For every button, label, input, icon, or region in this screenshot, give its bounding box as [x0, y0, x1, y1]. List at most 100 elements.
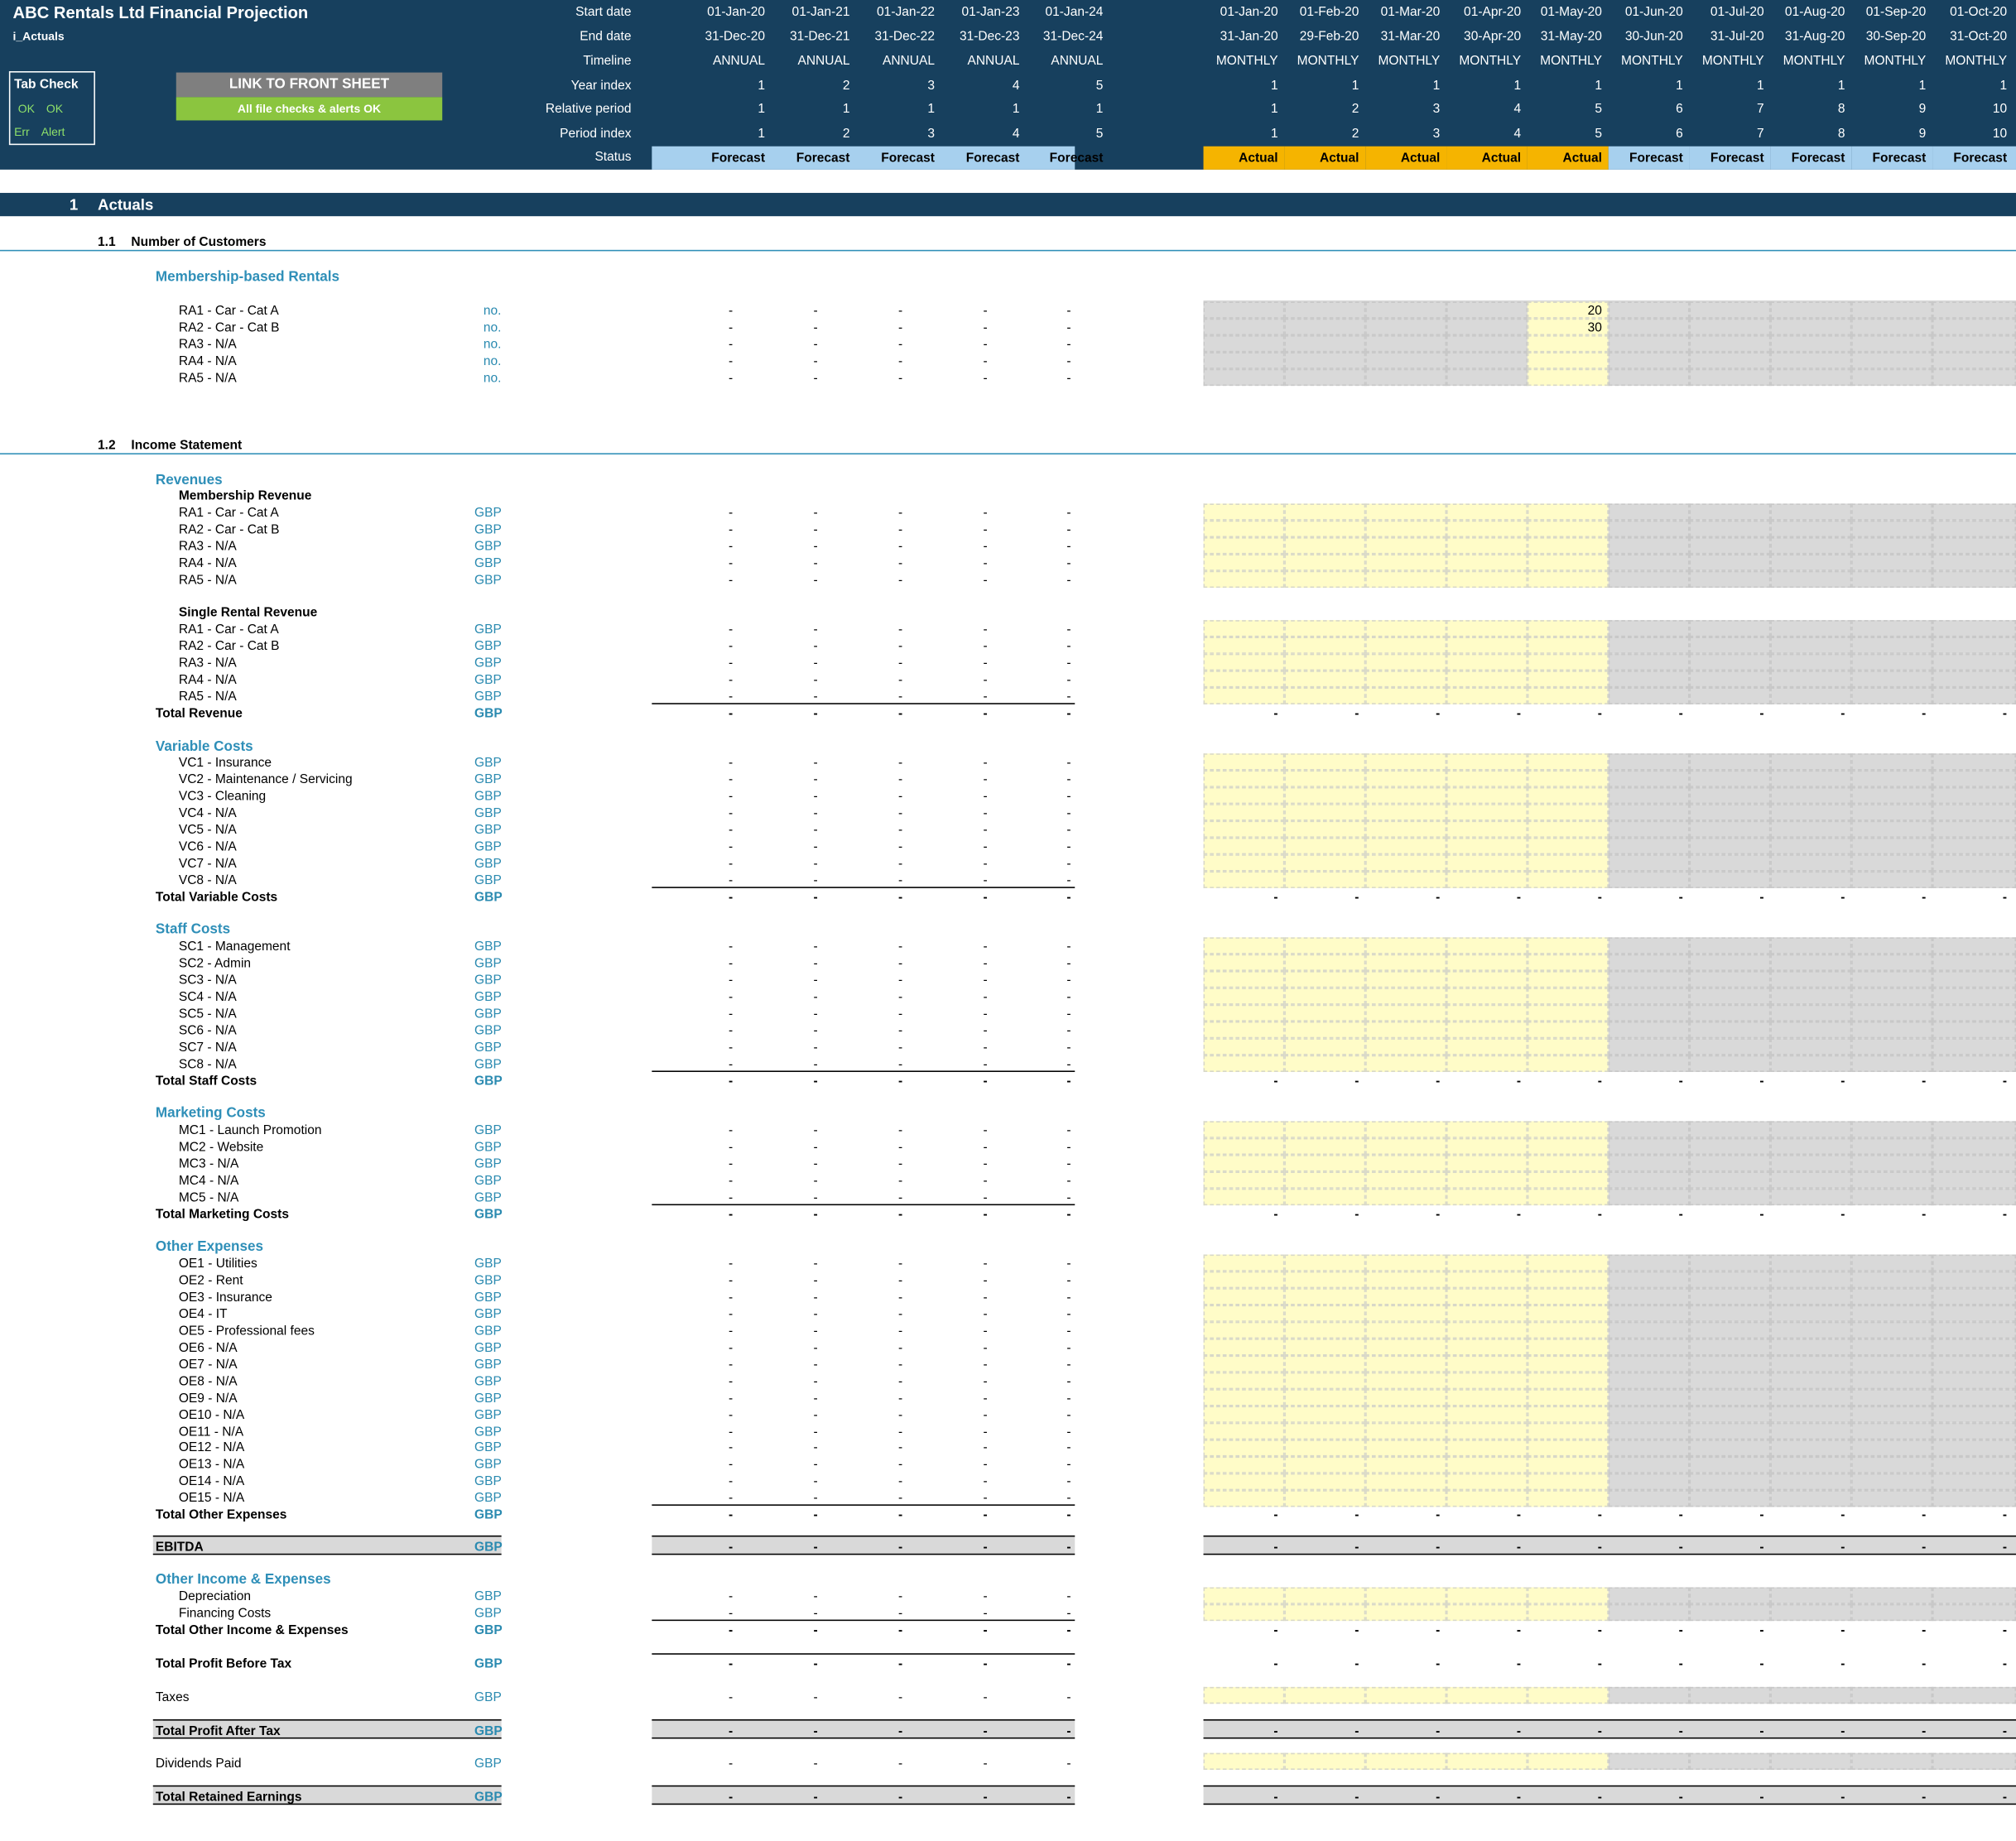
actual-input-cell[interactable] [1203, 1288, 1285, 1305]
actual-input-cell[interactable] [1203, 837, 1285, 855]
actual-input-cell[interactable] [1365, 1171, 1447, 1189]
actual-input-cell[interactable] [1527, 804, 1609, 821]
actual-input-cell[interactable] [1446, 1288, 1528, 1305]
actual-input-cell[interactable] [1203, 1188, 1285, 1206]
actual-input-cell[interactable] [1203, 1587, 1285, 1604]
actual-input-cell[interactable] [1284, 1171, 1366, 1189]
actual-input-cell[interactable] [1203, 537, 1285, 555]
actual-input-cell[interactable] [1527, 1121, 1609, 1138]
actual-input-cell[interactable] [1365, 620, 1447, 637]
actual-input-cell[interactable] [1365, 770, 1447, 787]
actual-input-cell[interactable] [1284, 971, 1366, 988]
actual-input-cell[interactable] [1527, 554, 1609, 571]
actual-input-cell[interactable] [1527, 653, 1609, 671]
actual-input-cell[interactable] [1446, 570, 1528, 589]
actual-input-cell[interactable] [1446, 971, 1528, 988]
actual-input-cell[interactable] [1365, 988, 1447, 1005]
actual-input-cell[interactable] [1446, 620, 1528, 637]
actual-input-cell[interactable] [1446, 1021, 1528, 1039]
actual-input-cell[interactable] [1446, 671, 1528, 688]
actual-input-cell[interactable] [1284, 1752, 1366, 1770]
actual-input-cell[interactable] [1203, 1021, 1285, 1039]
actual-input-cell[interactable] [1527, 937, 1609, 954]
actual-input-cell[interactable] [1365, 1603, 1447, 1622]
actual-input-cell[interactable] [1365, 837, 1447, 855]
actual-input-cell[interactable] [1446, 637, 1528, 654]
actual-input-cell[interactable] [1446, 871, 1528, 888]
actual-input-cell[interactable] [1284, 1355, 1366, 1372]
actual-input-cell[interactable] [1365, 637, 1447, 654]
actual-input-cell[interactable] [1446, 554, 1528, 571]
actual-input-cell[interactable] [1446, 1603, 1528, 1622]
actual-input-cell[interactable] [1203, 1121, 1285, 1138]
actual-input-cell[interactable] [1527, 1055, 1609, 1072]
actual-input-cell[interactable] [1365, 554, 1447, 571]
actual-input-cell[interactable] [1284, 1288, 1366, 1305]
actual-input-cell[interactable] [1284, 1339, 1366, 1356]
actual-input-cell[interactable] [1446, 1121, 1528, 1138]
actual-input-cell[interactable] [1203, 1254, 1285, 1271]
actual-input-cell[interactable] [1284, 937, 1366, 954]
actual-input-cell[interactable] [1365, 1372, 1447, 1390]
actual-input-cell[interactable] [1203, 1686, 1285, 1704]
actual-input-cell[interactable] [1446, 1389, 1528, 1406]
actual-input-cell[interactable] [1527, 620, 1609, 637]
actual-input-cell[interactable] [1446, 1587, 1528, 1604]
actual-input-cell[interactable] [1446, 1473, 1528, 1491]
actual-input-cell[interactable] [1446, 753, 1528, 771]
actual-input-cell[interactable] [1446, 937, 1528, 954]
actual-input-cell[interactable] [1446, 1055, 1528, 1072]
actual-input-cell[interactable] [1365, 1456, 1447, 1473]
actual-input-cell[interactable] [1446, 653, 1528, 671]
actual-input-cell[interactable] [1446, 837, 1528, 855]
actual-input-cell[interactable] [1527, 1372, 1609, 1390]
actual-input-cell[interactable] [1527, 1271, 1609, 1289]
actual-input-cell[interactable] [1203, 1055, 1285, 1072]
actual-input-cell[interactable] [1284, 570, 1366, 589]
actual-input-cell[interactable] [1284, 637, 1366, 654]
actual-input-cell[interactable] [1203, 554, 1285, 571]
actual-input-cell[interactable] [1284, 1490, 1366, 1507]
actual-input-cell[interactable] [1365, 1440, 1447, 1457]
actual-input-cell[interactable] [1446, 1440, 1528, 1457]
actual-input-cell[interactable] [1203, 1456, 1285, 1473]
actual-input-cell[interactable] [1446, 1752, 1528, 1770]
actual-input-cell[interactable] [1203, 1422, 1285, 1440]
actual-input-cell[interactable] [1527, 671, 1609, 688]
actual-input-cell[interactable] [1527, 854, 1609, 872]
actual-input-cell[interactable] [1284, 988, 1366, 1005]
actual-input-cell[interactable] [1365, 1055, 1447, 1072]
actual-input-cell[interactable] [1527, 1440, 1609, 1457]
actual-input-cell[interactable] [1446, 854, 1528, 872]
actual-input-cell[interactable] [1203, 753, 1285, 771]
actual-input-cell[interactable] [1527, 1171, 1609, 1189]
actual-input-cell[interactable] [1365, 671, 1447, 688]
actual-input-cell[interactable] [1527, 1004, 1609, 1021]
actual-input-cell[interactable] [1527, 1603, 1609, 1622]
actual-input-cell[interactable] [1284, 1321, 1366, 1339]
actual-input-cell[interactable] [1446, 520, 1528, 538]
actual-input-cell[interactable] [1527, 1288, 1609, 1305]
actual-input-cell[interactable] [1284, 1021, 1366, 1039]
actual-input-cell[interactable] [1284, 620, 1366, 637]
actual-input-cell[interactable] [1365, 1490, 1447, 1507]
actual-input-cell[interactable] [1365, 1686, 1447, 1704]
actual-input-cell[interactable] [1284, 1406, 1366, 1423]
actual-input-cell[interactable] [1446, 503, 1528, 521]
actual-input-cell[interactable] [1203, 653, 1285, 671]
actual-input-cell[interactable] [1527, 1456, 1609, 1473]
actual-input-cell[interactable] [1365, 954, 1447, 971]
actual-input-cell[interactable] [1365, 1473, 1447, 1491]
actual-input-cell[interactable] [1203, 786, 1285, 805]
actual-input-cell[interactable] [1446, 1038, 1528, 1055]
actual-input-cell[interactable] [1203, 871, 1285, 888]
actual-input-cell[interactable] [1365, 804, 1447, 821]
actual-input-cell[interactable] [1203, 1752, 1285, 1770]
actual-input-cell[interactable] [1527, 1389, 1609, 1406]
actual-input-cell[interactable] [1203, 854, 1285, 872]
actual-input-cell[interactable] [1203, 1389, 1285, 1406]
actual-input-cell[interactable] [1527, 753, 1609, 771]
actual-input-cell[interactable] [1284, 1137, 1366, 1156]
customer-count-cell[interactable]: 30 [1587, 320, 1602, 336]
customer-input-cell[interactable] [1527, 318, 1609, 336]
